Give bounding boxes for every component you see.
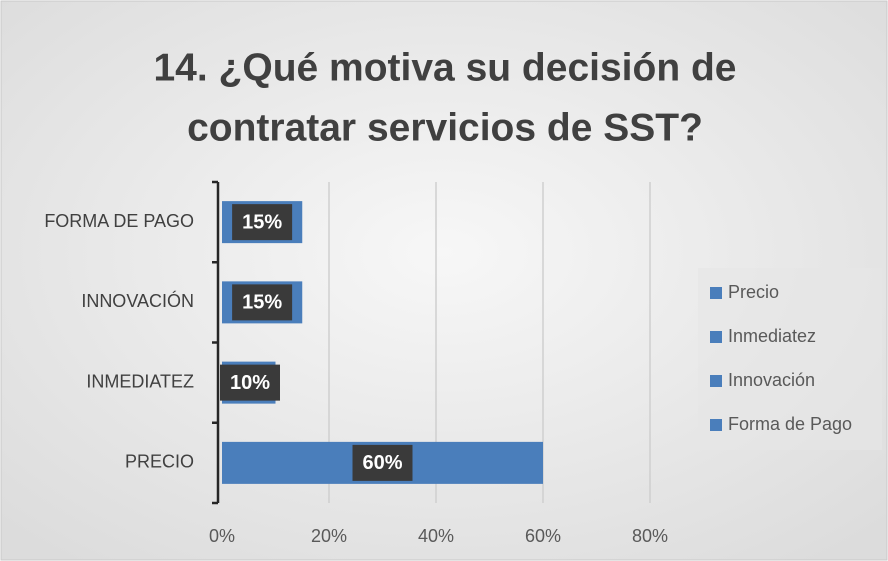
legend-label: Innovación <box>728 370 815 390</box>
x-tick-label: 80% <box>632 526 668 546</box>
data-label: 15% <box>242 211 282 233</box>
legend-label: Inmediatez <box>728 326 816 346</box>
y-tick-label: PRECIO <box>125 452 194 472</box>
legend-swatch <box>710 331 722 343</box>
x-tick-label: 0% <box>209 526 235 546</box>
y-tick-label: INMEDIATEZ <box>86 371 194 391</box>
chart-title: 14. ¿Qué motiva su decisión de <box>153 46 736 89</box>
legend-label: Forma de Pago <box>728 414 852 434</box>
data-label: 60% <box>362 452 402 474</box>
y-tick-label: INNOVACIÓN <box>81 290 194 311</box>
data-label: 15% <box>242 292 282 314</box>
legend-swatch <box>710 419 722 431</box>
data-label-box <box>220 364 280 401</box>
data-label-box <box>352 444 413 481</box>
x-tick-label: 20% <box>311 526 347 546</box>
chart-title: contratar servicios de SST? <box>187 106 703 149</box>
data-label-box <box>232 204 293 241</box>
y-tick-label: FORMA DE PAGO <box>44 211 194 231</box>
legend-swatch <box>710 287 722 299</box>
data-label-box <box>232 284 293 321</box>
legend-label: Precio <box>728 282 779 302</box>
legend-box <box>698 268 882 450</box>
x-tick-label: 60% <box>525 526 561 546</box>
data-label: 10% <box>230 372 270 394</box>
x-tick-label: 40% <box>418 526 454 546</box>
legend-swatch <box>710 375 722 387</box>
